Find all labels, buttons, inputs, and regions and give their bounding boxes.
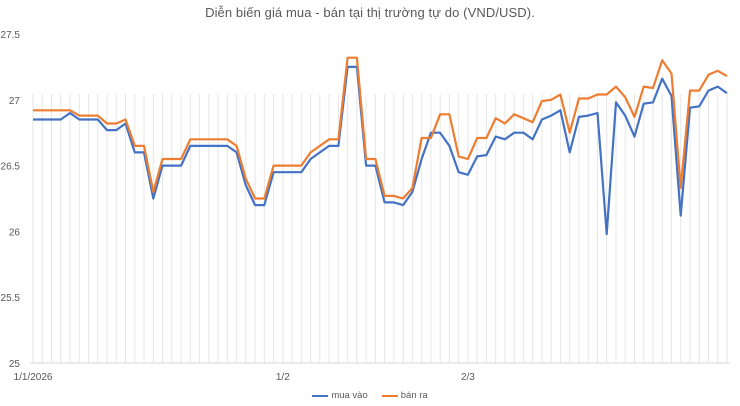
legend-label: mua vào <box>331 390 368 401</box>
y-tick-label: 27.5 <box>1 30 21 41</box>
chart-title: Diễn biến giá mua - bán tại thị trường t… <box>205 5 535 20</box>
x-axis: 1/1/2026 1/2 2/3 <box>14 372 476 383</box>
series-line-ban-ra <box>33 56 728 200</box>
legend-swatch-orange <box>381 394 398 397</box>
y-tick-label: 26.5 <box>1 162 21 173</box>
series-lines <box>33 56 728 236</box>
y-tick-label: 26 <box>9 227 21 238</box>
x-tick-label: 2/3 <box>461 372 475 383</box>
x-tick-label: 1/2 <box>276 372 290 383</box>
y-axis: 27.5 27 26.5 26 25.5 25 <box>1 30 21 370</box>
legend-item-ban-ra[interactable]: bán ra <box>381 390 428 401</box>
legend: mua vào bán ra <box>0 390 740 401</box>
y-tick-label: 25 <box>9 359 21 370</box>
y-tick-label: 25.5 <box>1 293 21 304</box>
legend-label: bán ra <box>400 390 428 401</box>
legend-swatch-blue <box>312 394 329 397</box>
y-tick-label: 27 <box>9 96 21 107</box>
x-tick-label: 1/1/2026 <box>14 372 53 383</box>
vertical-gridlines <box>32 94 728 363</box>
series-line-mua-vao <box>33 65 728 236</box>
legend-item-mua-vao[interactable]: mua vào <box>312 390 368 401</box>
